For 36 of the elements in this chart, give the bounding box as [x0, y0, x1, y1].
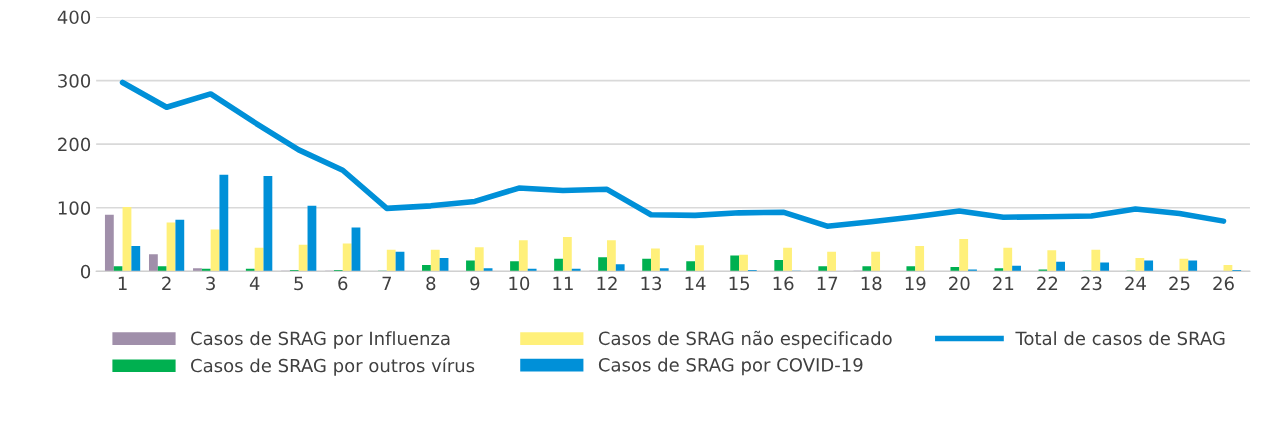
x-tick-label: 7	[382, 276, 391, 290]
y-tick-label: 0	[80, 264, 91, 279]
x-tick-label: 12	[597, 276, 617, 290]
x-tick-label: 26	[1213, 276, 1234, 291]
x-tick-label: 1	[118, 276, 127, 290]
legend-label: Total de casos de SRAG	[1015, 331, 1225, 346]
x-tick-label: 24	[1125, 276, 1146, 290]
x-tick-label: 10	[509, 276, 530, 291]
x-tick-label: 5	[294, 276, 303, 291]
legend-label: Casos de SRAG por Influenza	[191, 331, 450, 349]
x-tick-label: 22	[1037, 276, 1058, 290]
legend-label: Casos de SRAG não especificado	[598, 330, 892, 349]
x-tick-label: 16	[773, 276, 794, 291]
x-tick-label: 14	[685, 276, 706, 290]
x-tick-label: 11	[553, 276, 573, 290]
x-tick-label: 25	[1169, 276, 1190, 291]
y-tick-label: 200	[58, 137, 91, 152]
x-tick-label: 3	[206, 276, 215, 291]
y-tick-label: 400	[57, 10, 91, 25]
x-tick-label: 19	[905, 276, 926, 291]
x-tick-label: 2	[162, 276, 171, 290]
x-tick-label: 18	[861, 276, 882, 291]
legend-label: Casos de SRAG por outros vírus	[191, 357, 475, 376]
x-tick-label: 4	[249, 276, 260, 290]
x-tick-label: 9	[470, 276, 480, 291]
x-tick-label: 6	[338, 276, 348, 291]
x-tick-label: 15	[729, 276, 750, 291]
y-tick-label: 300	[58, 74, 91, 88]
x-tick-label: 17	[817, 276, 838, 290]
x-tick-label: 20	[949, 276, 970, 291]
x-tick-label: 13	[641, 276, 662, 291]
x-tick-label: 21	[993, 276, 1014, 290]
x-tick-label: 8	[426, 276, 436, 291]
legend-label: Casos de SRAG por COVID-19	[598, 357, 863, 376]
x-tick-label: 23	[1081, 276, 1102, 291]
y-tick-label: 100	[58, 201, 91, 215]
